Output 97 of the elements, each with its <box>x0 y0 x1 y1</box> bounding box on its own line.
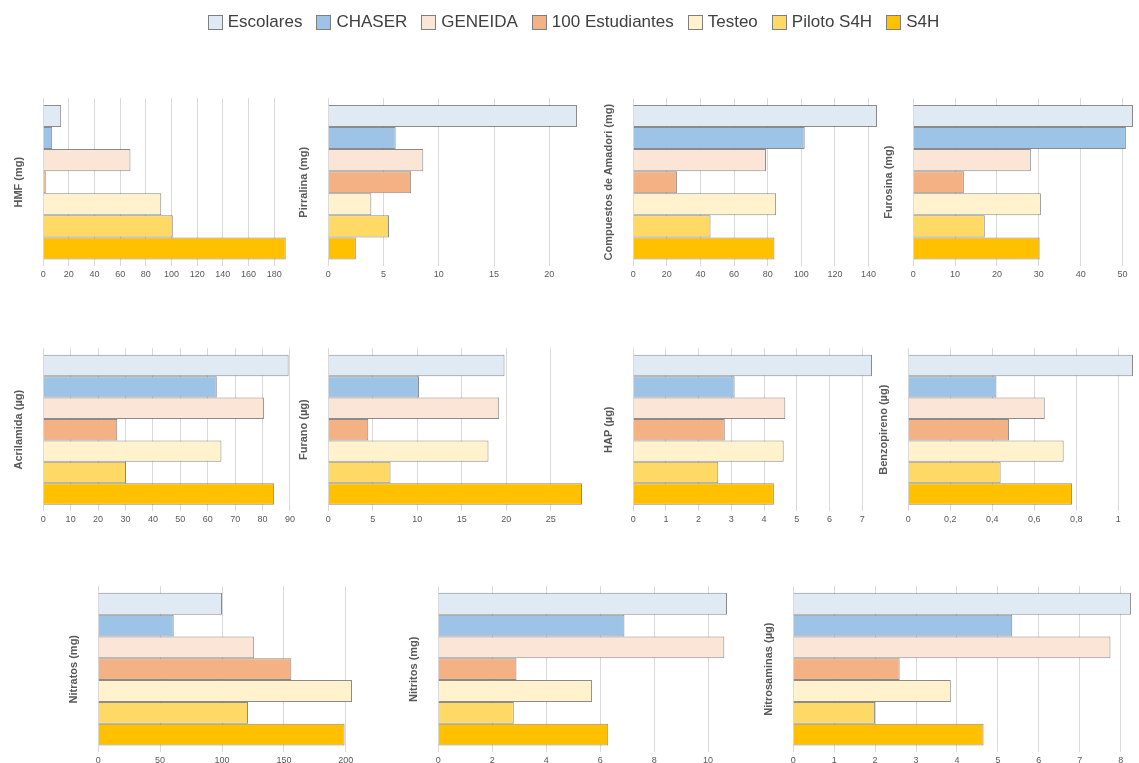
x-tick-label: 8 <box>1118 755 1124 763</box>
x-tick-label: 20 <box>63 269 74 280</box>
x-tick-label: 8 <box>651 755 657 763</box>
x-tick-label: 60 <box>729 269 740 280</box>
x-tick-label: 0 <box>630 269 636 280</box>
x-tick-label: 30 <box>120 514 131 525</box>
x-tick-label: 0 <box>95 755 101 763</box>
x-tick-label: 0 <box>905 514 911 525</box>
x-tick-label: 80 <box>762 269 773 280</box>
x-tick-label: 7 <box>859 514 865 525</box>
x-tick-label: 30 <box>1033 269 1044 280</box>
y-axis-title: HMF (mg) <box>11 156 24 208</box>
x-tick-label: 0,2 <box>943 514 957 525</box>
legend-label: CHASER <box>336 12 408 32</box>
legend-label: 100 Estudiantes <box>551 12 674 32</box>
x-tick-label: 50 <box>1117 269 1128 280</box>
x-tick-label: 0 <box>325 269 331 280</box>
x-tick-label: 20 <box>501 514 512 525</box>
x-tick-label: 4 <box>954 755 960 763</box>
x-tick-label: 0 <box>40 514 46 525</box>
x-tick-label: 0,6 <box>1028 514 1041 525</box>
x-tick-label: 100 <box>793 269 809 280</box>
x-tick-label: 5 <box>794 514 800 525</box>
x-tick-label: 10 <box>703 755 714 763</box>
x-tick-label: 15 <box>456 514 467 525</box>
x-tick-label: 20 <box>544 269 555 280</box>
x-tick-label: 20 <box>991 269 1002 280</box>
x-tick-label: 4 <box>543 755 549 763</box>
x-tick-label: 0 <box>435 755 441 763</box>
x-tick-label: 4 <box>761 514 767 525</box>
x-tick-label: 40 <box>147 514 158 525</box>
x-tick-label: 180 <box>266 269 282 280</box>
y-axis-title: Nitrosaminas (µg) <box>761 622 774 716</box>
y-axis-title: Pirralina (mg) <box>296 146 309 218</box>
x-tick-label: 10 <box>433 269 444 280</box>
x-tick-label: 60 <box>115 269 126 280</box>
x-tick-label: 6 <box>1036 755 1042 763</box>
y-axis-title: Furosina (mg) <box>881 145 894 219</box>
x-tick-label: 40 <box>1075 269 1086 280</box>
legend-label: GENEIDA <box>441 12 518 32</box>
x-tick-label: 5 <box>995 755 1001 763</box>
x-tick-label: 120 <box>827 269 843 280</box>
x-tick-label: 140 <box>215 269 231 280</box>
x-tick-label: 10 <box>950 269 961 280</box>
x-tick-label: 140 <box>861 269 877 280</box>
x-tick-label: 15 <box>489 269 500 280</box>
x-tick-label: 5 <box>370 514 376 525</box>
legend-label: S4H <box>906 12 940 32</box>
x-tick-label: 20 <box>661 269 672 280</box>
legend-label: Escolares <box>227 12 303 32</box>
x-tick-label: 70 <box>230 514 241 525</box>
x-tick-label: 100 <box>214 755 230 763</box>
x-tick-label: 5 <box>380 269 386 280</box>
x-tick-label: 0 <box>325 514 331 525</box>
x-tick-label: 100 <box>164 269 180 280</box>
x-tick-label: 10 <box>412 514 423 525</box>
x-tick-label: 40 <box>695 269 706 280</box>
y-axis-title: Compuestos de Amadori (mg) <box>601 103 614 261</box>
x-tick-label: 40 <box>89 269 100 280</box>
x-tick-label: 0 <box>910 269 916 280</box>
x-tick-label: 90 <box>284 514 295 525</box>
legend-label: Piloto S4H <box>791 12 873 32</box>
y-axis-title: HAP (µg) <box>601 406 614 453</box>
x-tick-label: 0,8 <box>1070 514 1083 525</box>
x-tick-label: 1 <box>831 755 837 763</box>
x-tick-label: 0 <box>40 269 46 280</box>
x-tick-label: 6 <box>597 755 603 763</box>
y-axis-title: Nitratos (mg) <box>66 634 79 704</box>
x-tick-label: 80 <box>140 269 151 280</box>
y-axis-title: Nitritos (mg) <box>406 636 419 702</box>
x-tick-label: 50 <box>175 514 186 525</box>
x-tick-label: 25 <box>545 514 556 525</box>
x-tick-label: 6 <box>826 514 832 525</box>
x-tick-label: 2 <box>696 514 702 525</box>
x-tick-label: 80 <box>257 514 268 525</box>
legend-label: Testeo <box>707 12 758 32</box>
x-tick-label: 160 <box>240 269 257 280</box>
x-tick-label: 0,4 <box>985 514 999 525</box>
y-axis-title: Benzopireno (µg) <box>876 384 889 475</box>
x-tick-label: 20 <box>93 514 104 525</box>
x-tick-label: 7 <box>1077 755 1083 763</box>
x-tick-label: 10 <box>65 514 76 525</box>
x-tick-label: 60 <box>202 514 213 525</box>
x-tick-label: 2 <box>489 755 495 763</box>
y-axis-title: Furano (µg) <box>296 399 309 461</box>
x-tick-label: 1 <box>1115 514 1121 525</box>
x-tick-label: 150 <box>276 755 292 763</box>
x-tick-label: 0 <box>630 514 636 525</box>
x-tick-label: 0 <box>790 755 796 763</box>
x-tick-label: 120 <box>189 269 205 280</box>
x-tick-label: 50 <box>155 755 166 763</box>
x-tick-label: 1 <box>663 514 669 525</box>
x-tick-label: 200 <box>338 755 354 763</box>
x-tick-label: 3 <box>728 514 734 525</box>
x-tick-label: 2 <box>872 755 878 763</box>
y-axis-title: Acrilamida (µg) <box>11 389 24 470</box>
x-tick-label: 3 <box>913 755 919 763</box>
